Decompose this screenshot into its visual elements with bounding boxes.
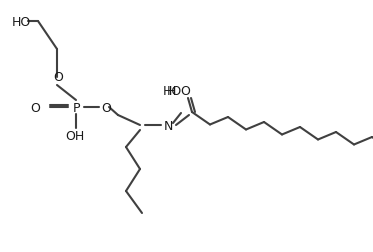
Text: H: H — [167, 84, 176, 97]
Text: P: P — [72, 101, 80, 114]
Text: OH: OH — [65, 129, 85, 142]
Text: O: O — [180, 84, 190, 97]
Text: HO: HO — [163, 84, 182, 97]
Text: O: O — [53, 70, 63, 83]
Text: HO: HO — [12, 15, 31, 28]
Text: O: O — [30, 101, 40, 114]
Text: N: N — [163, 119, 173, 132]
Text: O: O — [101, 101, 111, 114]
